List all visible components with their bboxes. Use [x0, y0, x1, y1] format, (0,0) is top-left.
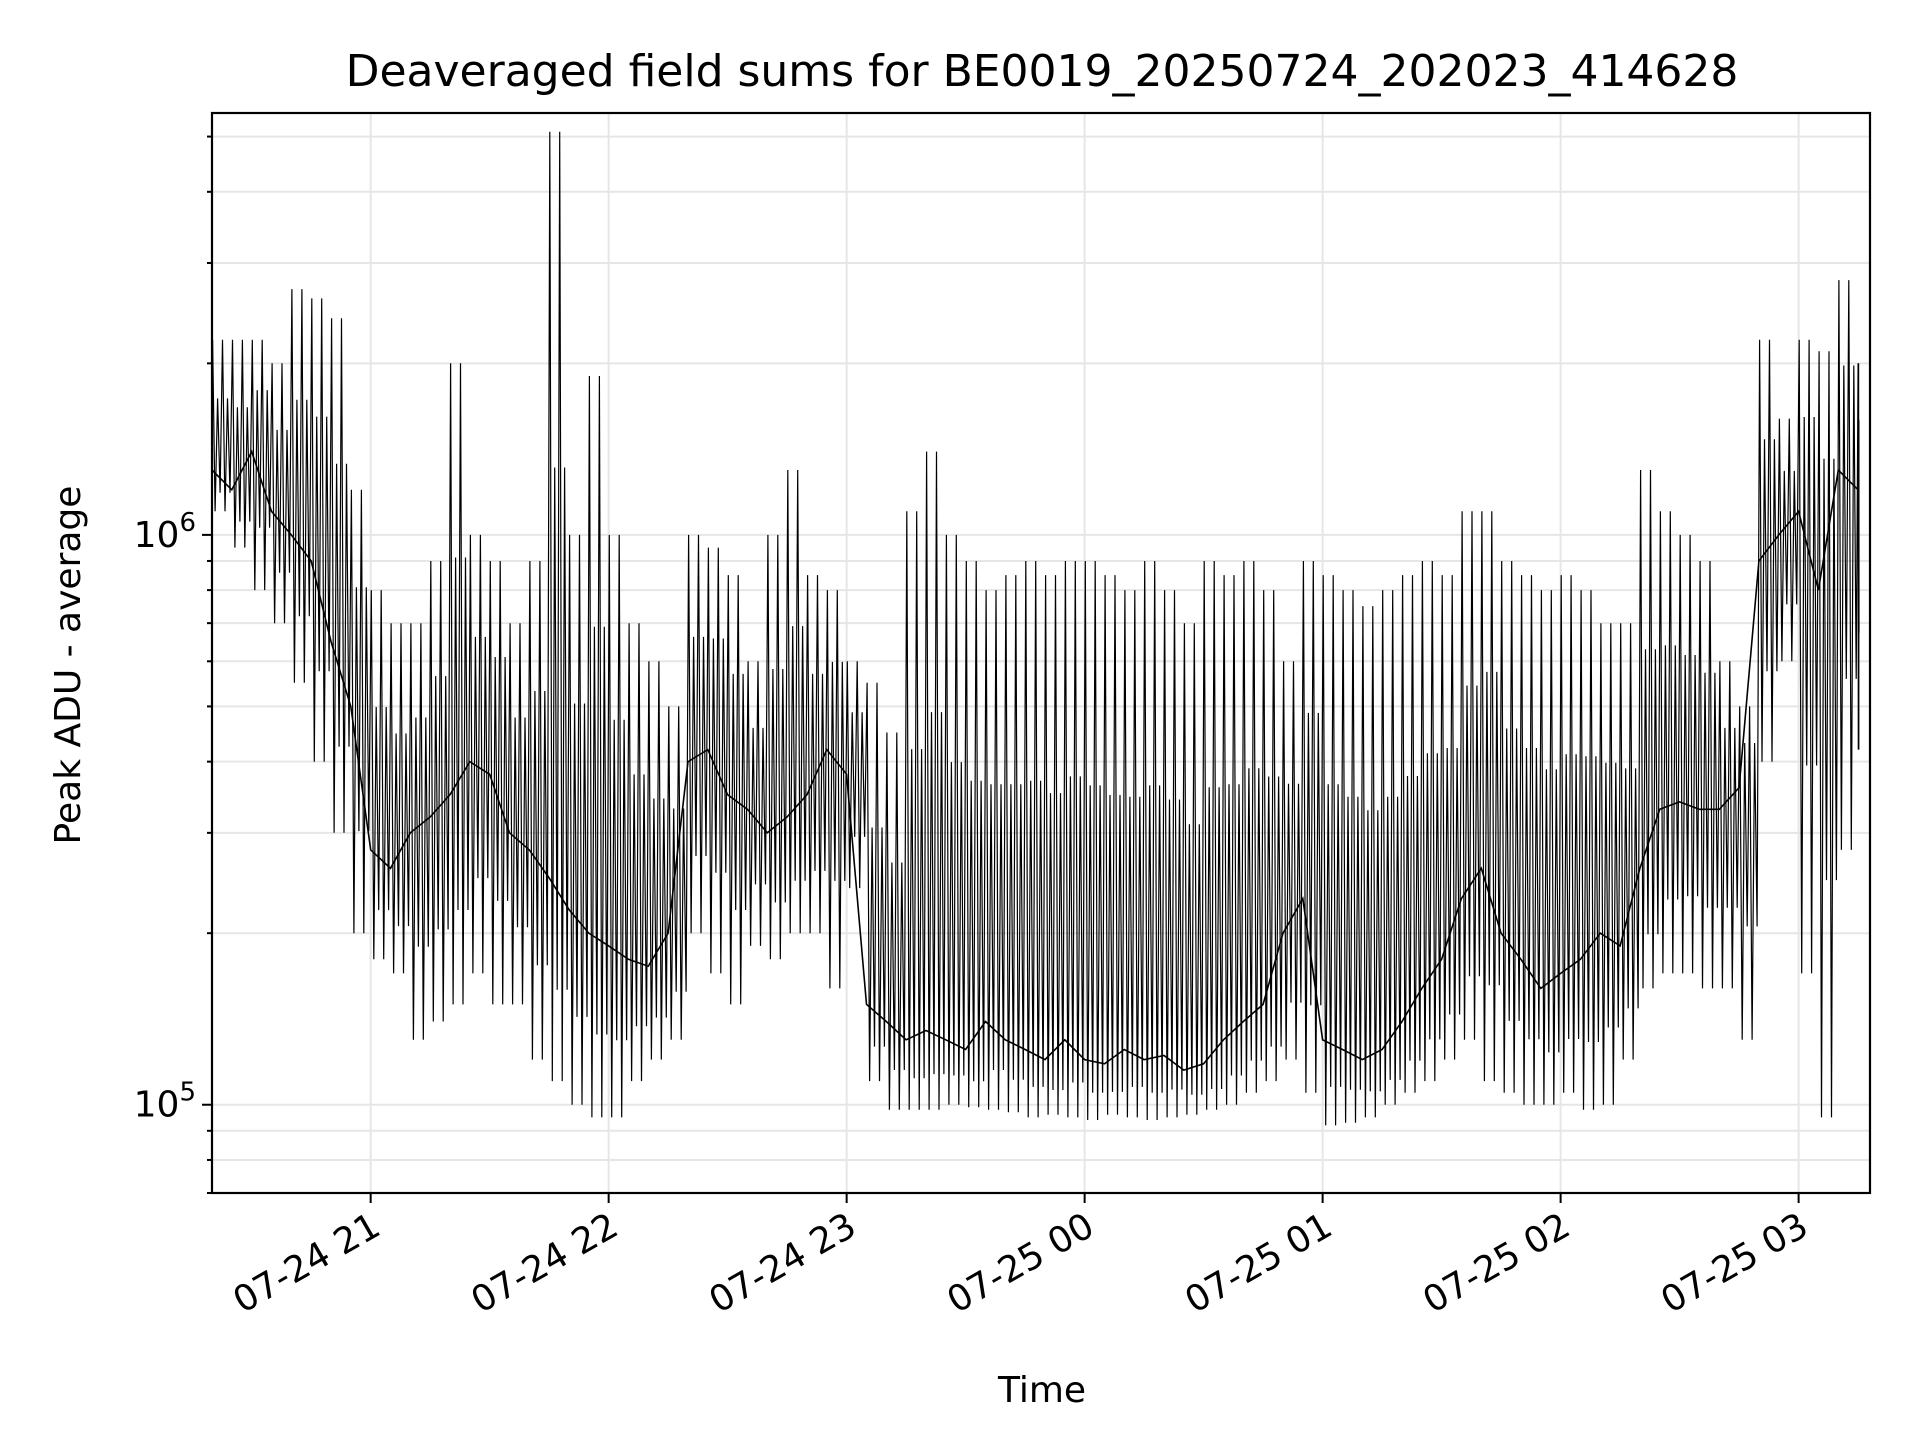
x-axis-label: Time: [997, 1370, 1086, 1411]
chart-title: Deaveraged field sums for BE0019_2025072…: [346, 46, 1739, 97]
series-envelope: [212, 131, 1860, 1126]
y-axis-label: Peak ADU - average: [48, 486, 89, 845]
data-series: [211, 131, 1860, 1126]
plot-frame: [210, 111, 1872, 1195]
series-line: [211, 449, 1859, 1071]
y-tick-label: 106: [134, 508, 196, 556]
y-tick-label: 105: [134, 1078, 196, 1126]
